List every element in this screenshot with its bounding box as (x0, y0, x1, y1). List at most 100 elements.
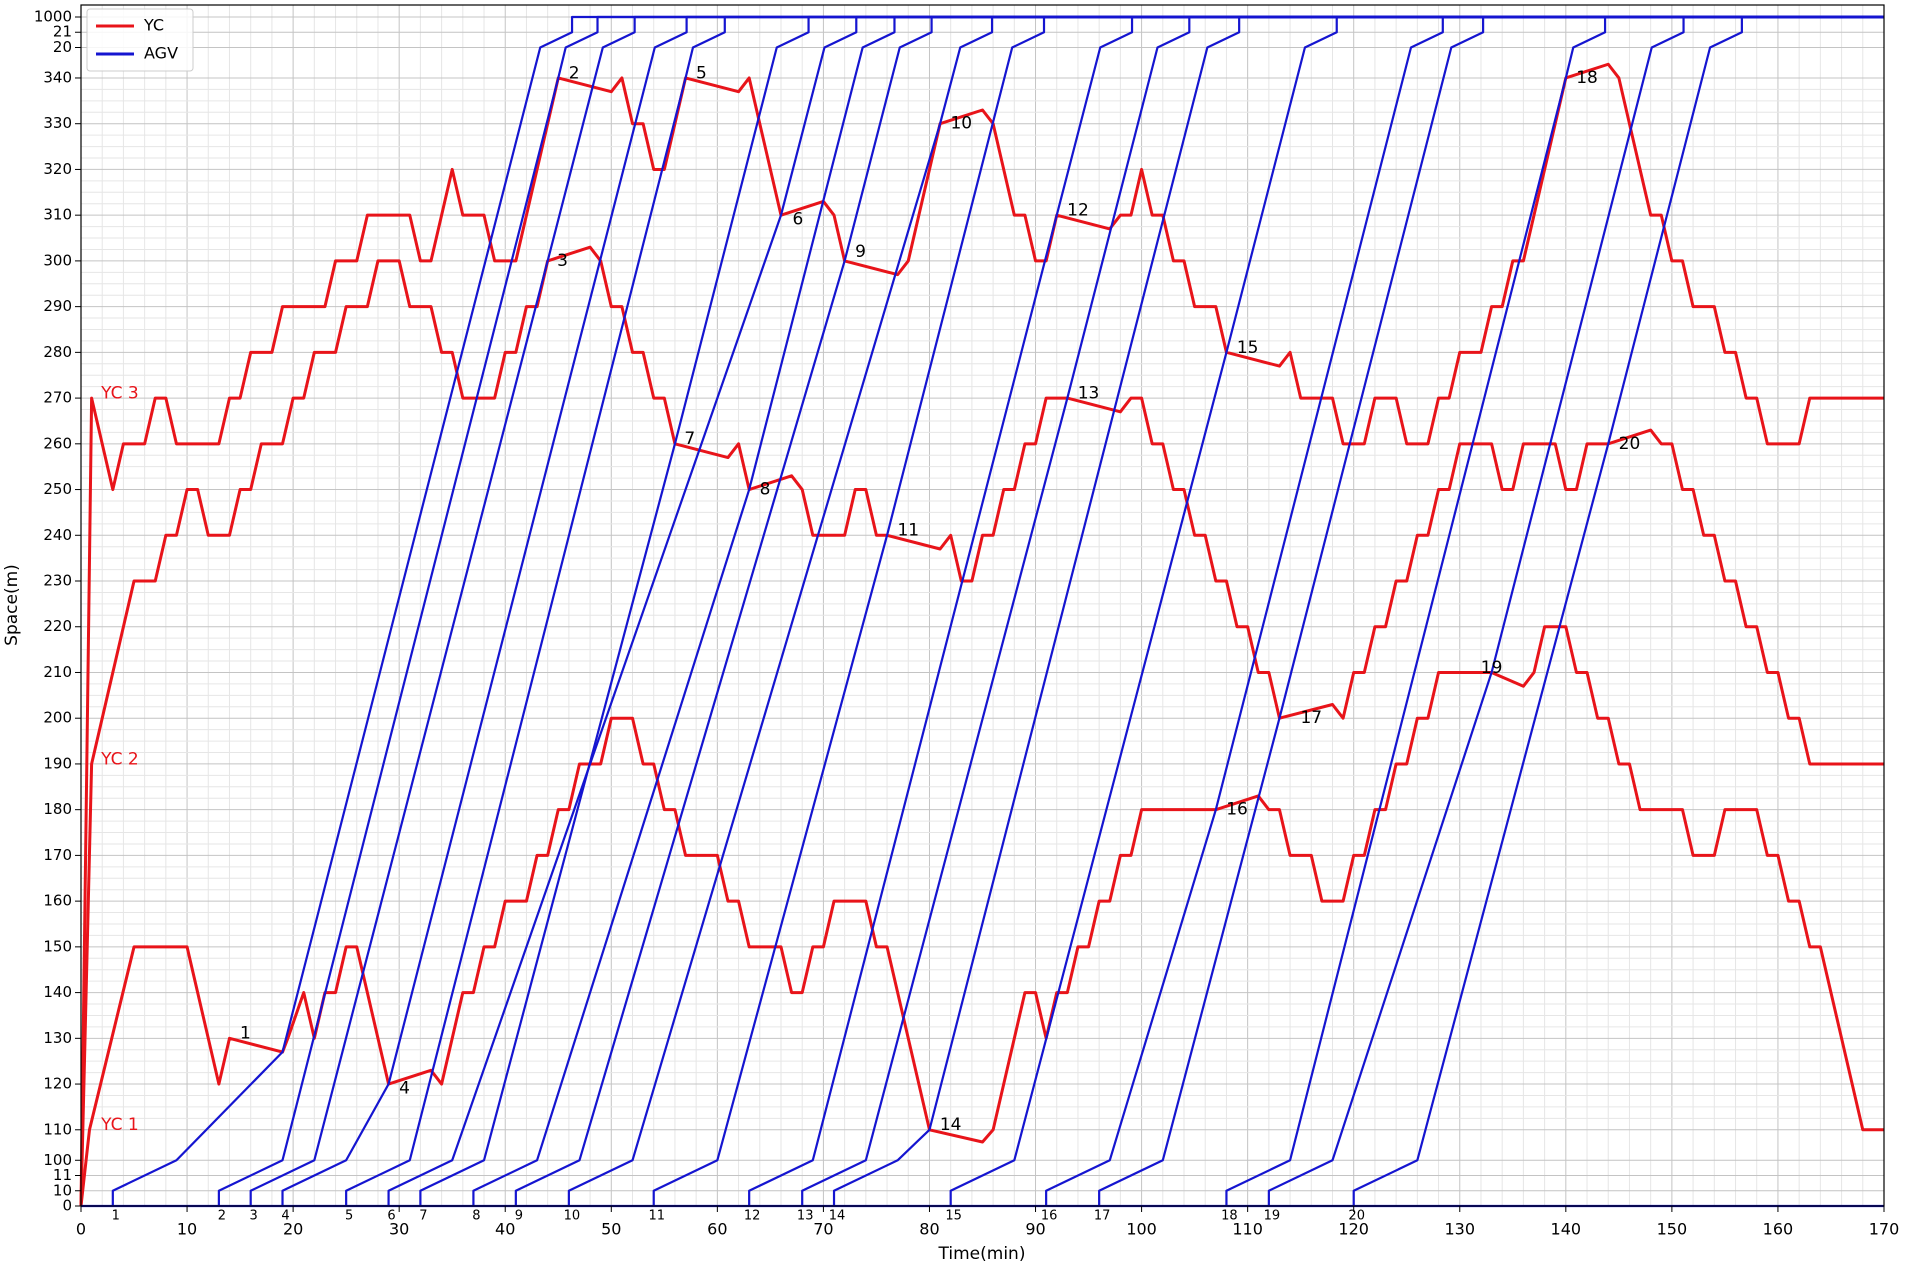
x-tick-label: 80 (919, 1220, 939, 1239)
legend-label: AGV (144, 44, 178, 63)
y-tick-label: 290 (43, 297, 72, 315)
plot-lines (79, 15, 1884, 1208)
line-label: YC 3 (100, 384, 139, 404)
task-label: 8 (760, 480, 771, 500)
agv-line (1225, 15, 1884, 1206)
agv-label: 18 (1221, 1209, 1238, 1224)
agv-label: 20 (1348, 1209, 1365, 1224)
y-tick-label: 180 (43, 800, 72, 818)
task-label: 18 (1576, 68, 1598, 88)
y-tick-label: 200 (43, 709, 72, 727)
agv-label: 3 (250, 1209, 258, 1224)
task-label: 16 (1226, 800, 1248, 820)
x-tick-label: 150 (1657, 1220, 1688, 1239)
agv-label: 16 (1041, 1209, 1058, 1224)
x-tick-label: 0 (76, 1220, 86, 1239)
y-tick-label: 320 (43, 160, 72, 178)
task-label: 15 (1237, 338, 1259, 358)
task-label: 17 (1300, 708, 1322, 728)
agv-line (1045, 15, 1884, 1206)
agv-line (652, 15, 1884, 1206)
y-tick-label: 130 (43, 1029, 72, 1047)
agv-line (801, 15, 1884, 1206)
agv-label: 17 (1094, 1209, 1111, 1224)
agv-label: 12 (744, 1209, 761, 1224)
agv-label: 6 (387, 1209, 395, 1224)
agv-line (514, 15, 1884, 1206)
task-label: 10 (950, 114, 972, 134)
y-tick-label: 250 (43, 480, 72, 498)
x-tick-label: 160 (1763, 1220, 1794, 1239)
x-tick-label: 100 (1126, 1220, 1157, 1239)
task-label: 4 (399, 1079, 410, 1099)
agv-label: 7 (419, 1209, 427, 1224)
agv-label: 15 (945, 1209, 962, 1224)
task-label: 5 (696, 63, 707, 83)
line-label: YC 1 (100, 1115, 139, 1135)
x-tick-label: 20 (283, 1220, 303, 1239)
agv-line (281, 15, 1884, 1206)
task-label: 9 (855, 242, 866, 262)
y-tick-label: 100 (43, 1151, 72, 1169)
agv-label: 4 (281, 1209, 289, 1224)
y-tick-label: 120 (43, 1075, 72, 1093)
agv-line (419, 15, 1884, 1206)
x-tick-label: 70 (813, 1220, 833, 1239)
y-tick-label: 110 (43, 1120, 72, 1138)
task-label: 20 (1619, 434, 1641, 454)
agv-label: 9 (515, 1209, 523, 1224)
plot-frame (80, 4, 1885, 1207)
agv-line (949, 15, 1884, 1206)
task-label: 2 (569, 63, 580, 83)
task-label: 14 (940, 1115, 962, 1135)
x-tick-label: 60 (707, 1220, 727, 1239)
task-label: 13 (1078, 384, 1100, 404)
x-axis-title: Time(min) (938, 1244, 1026, 1264)
y-tick-label: 160 (43, 892, 72, 910)
agv-line (249, 15, 1884, 1206)
x-tick-label: 30 (389, 1220, 409, 1239)
axes: 0 10 20 30 40 50 60 70 80 90 100 110 120 130 140 150 160… (34, 8, 1899, 1239)
task-label: 19 (1481, 658, 1503, 678)
x-tick-label: 90 (1025, 1220, 1045, 1239)
task-label: 11 (897, 521, 919, 541)
y-tick-label: 330 (43, 114, 72, 132)
agv-line (1352, 15, 1884, 1206)
line-label: YC 2 (100, 749, 139, 769)
x-tick-label: 110 (1232, 1220, 1263, 1239)
y-tick-label: 220 (43, 617, 72, 635)
y-tick-label: 310 (43, 206, 72, 224)
y-tick-label: 260 (43, 434, 72, 452)
y-tick-label: 170 (43, 846, 72, 864)
agv-line (217, 15, 1884, 1206)
y-tick-label: 10 (53, 1181, 72, 1199)
x-tick-label: 50 (601, 1220, 621, 1239)
yc-line (79, 62, 1884, 1207)
agv-line (472, 15, 1884, 1206)
agv-line (1098, 15, 1884, 1206)
agv-line (748, 15, 1884, 1206)
plot-texts: YC 1YC 2YC 31234567891011121314151617181… (100, 63, 1640, 1223)
legend: YC AGV (86, 8, 194, 72)
grid (80, 5, 1885, 1207)
y-tick-label: 0 (62, 1197, 72, 1215)
agv-line (832, 15, 1884, 1206)
x-tick-label: 40 (495, 1220, 515, 1239)
x-tick-label: 140 (1551, 1220, 1582, 1239)
agv-label: 2 (218, 1209, 226, 1224)
x-tick-label: 10 (177, 1220, 197, 1239)
y-axis-title: Space(m) (2, 564, 22, 646)
y-tick-label: 20 (53, 38, 72, 56)
y-tick-label: 21 (53, 23, 72, 41)
agv-line (345, 15, 1884, 1206)
agv-line (567, 15, 1884, 1206)
y-tick-label: 230 (43, 572, 72, 590)
y-tick-label: 11 (53, 1166, 72, 1184)
task-label: 1 (240, 1024, 251, 1044)
y-tick-label: 300 (43, 251, 72, 269)
y-tick-label: 340 (43, 68, 72, 86)
y-tick-label: 270 (43, 389, 72, 407)
agv-label: 19 (1264, 1209, 1281, 1224)
agv-label: 1 (112, 1209, 120, 1224)
